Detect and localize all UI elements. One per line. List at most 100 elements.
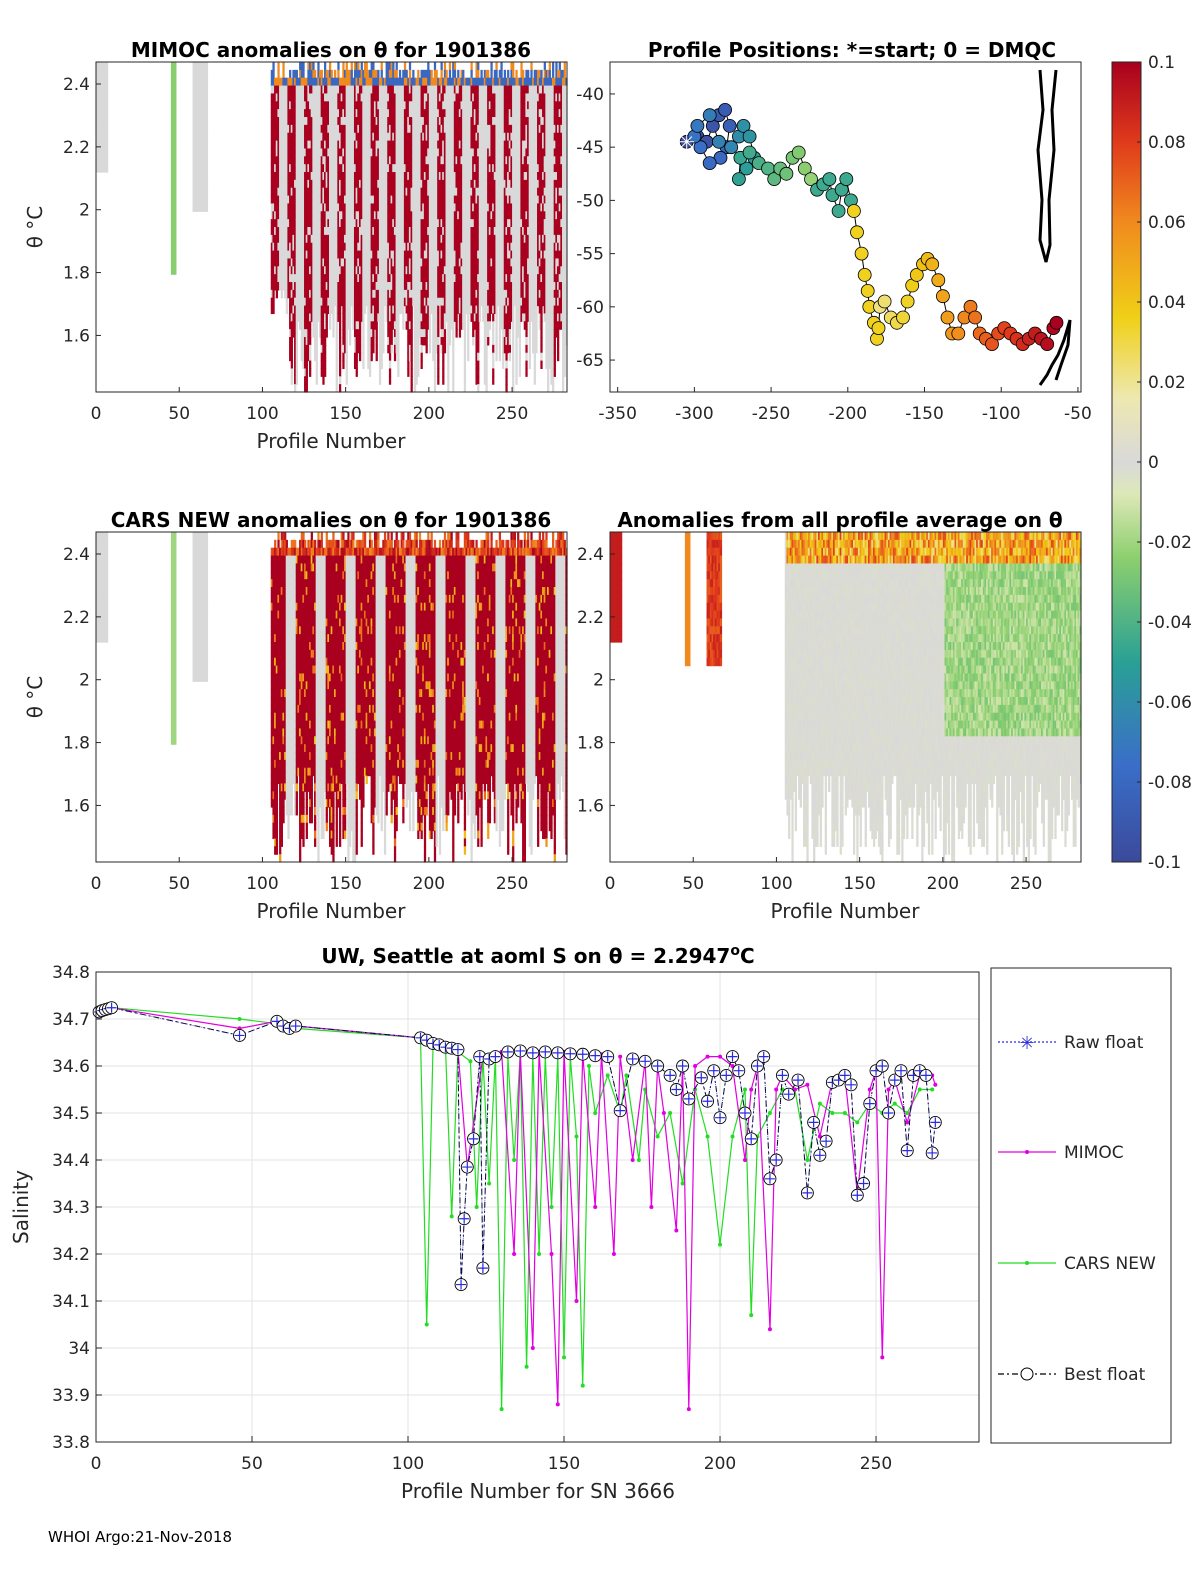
mimoc-heat-cell xyxy=(435,321,438,330)
mimoc-heat-cell xyxy=(480,69,483,79)
mimoc-heat-cell xyxy=(433,85,437,95)
mimoc-heat-cell xyxy=(284,179,287,189)
mimoc-heat-cell xyxy=(382,77,385,87)
mimoc-heat-cell xyxy=(300,132,303,142)
mimoc-heat-cell xyxy=(282,124,285,134)
mimoc-heat-cell xyxy=(280,195,283,205)
mimoc-heat-cell xyxy=(407,305,410,315)
mimoc-heat-cell xyxy=(435,117,438,126)
mimoc-heat-cell xyxy=(430,227,433,236)
mimoc-heat-cell xyxy=(452,344,455,354)
mimoc-heat-cell xyxy=(335,266,338,275)
mimoc-heat-cell xyxy=(332,85,335,95)
mimoc-heat-cell xyxy=(347,250,350,260)
mimoc-heat-cell xyxy=(350,234,353,244)
mimoc-heat-cell xyxy=(335,274,338,283)
mimoc-heat-cell xyxy=(194,172,197,181)
mimoc-heat-cell xyxy=(342,179,345,189)
mimoc-heat-cell xyxy=(289,93,292,102)
mimoc-heat-cell xyxy=(355,124,358,134)
mimoc-heat-cell xyxy=(322,297,325,307)
mimoc-heat-cell xyxy=(425,140,428,150)
mimoc-heat-cell xyxy=(284,242,287,252)
mimoc-heat-cell xyxy=(174,124,177,134)
mimoc-heat-cell xyxy=(377,258,380,267)
mimoc-heat-cell xyxy=(332,289,335,299)
mimoc-heat-cell xyxy=(300,219,303,228)
mimoc-heat-cell xyxy=(400,227,403,236)
mimoc-heat-cell xyxy=(443,321,447,330)
mimoc-heat-cell xyxy=(382,227,385,236)
mimoc-heat-cell xyxy=(365,179,368,189)
mimoc-heat-cell xyxy=(200,140,204,150)
mimoc-heat-cell xyxy=(377,77,380,87)
mimoc-heat-cell xyxy=(403,172,407,181)
mimoc-heat-cell xyxy=(405,297,408,307)
mimoc-heat-cell xyxy=(279,195,282,205)
mimoc-heat-cell xyxy=(435,219,438,228)
mimoc-heat-cell xyxy=(428,203,432,212)
mimoc-heat-cell xyxy=(335,297,338,307)
mimoc-heat-cell xyxy=(295,250,298,260)
mimoc-heat-cell xyxy=(385,274,388,283)
mimoc-heat-cell xyxy=(315,368,318,377)
mimoc-heat-cell xyxy=(408,289,412,299)
mimoc-heat-cell xyxy=(395,156,398,165)
mimoc-heat-cell xyxy=(307,156,310,165)
mimoc-heat-cell xyxy=(377,140,380,150)
mimoc-heat-cell xyxy=(295,266,298,275)
mimoc-heat-cell xyxy=(334,282,337,291)
mimoc-heat-cell xyxy=(375,337,378,346)
mimoc-heat-cell xyxy=(432,219,435,228)
mimoc-heat-cell xyxy=(295,203,298,212)
mimoc-heat-cell xyxy=(297,148,300,157)
mimoc-heat-cell xyxy=(335,305,338,315)
mimoc-heat-cell xyxy=(317,93,320,102)
mimoc-heat-cell xyxy=(377,313,380,322)
mimoc-heat-cell xyxy=(347,117,350,126)
mimoc-heat-cell xyxy=(170,62,174,71)
mimoc-heat-cell xyxy=(290,148,293,157)
mimoc-heat-cell xyxy=(329,85,332,95)
mimoc-heat-cell xyxy=(170,156,174,165)
mimoc-heat-cell xyxy=(367,195,370,205)
mimoc-heat-cell xyxy=(320,172,323,181)
mimoc-heat-cell xyxy=(353,93,357,102)
mimoc-heat-cell xyxy=(368,187,372,197)
mimoc-heat-cell xyxy=(372,297,375,307)
mimoc-heat-cell xyxy=(455,329,458,338)
mimoc-heat-cell xyxy=(375,164,378,173)
mimoc-heat-cell xyxy=(363,77,367,87)
mimoc-heat-cell xyxy=(420,140,423,150)
mimoc-heat-cell xyxy=(205,101,209,110)
mimoc-heat-cell xyxy=(360,179,363,189)
mimoc-heat-cell xyxy=(415,85,418,95)
mimoc-heat-cell xyxy=(448,337,452,346)
mimoc-heat-cell xyxy=(337,172,340,181)
mimoc-heat-cell xyxy=(358,352,362,362)
mimoc-heat-cell xyxy=(317,101,320,110)
mimoc-heat-cell xyxy=(200,172,204,181)
mimoc-heat-cell xyxy=(420,172,423,181)
mimoc-heat-cell xyxy=(172,266,175,275)
mimoc-heat-cell xyxy=(405,132,408,142)
mimoc-heat-cell xyxy=(430,117,433,126)
mimoc-heat-cell xyxy=(368,289,372,299)
mimoc-heat-cell xyxy=(299,266,302,275)
mimoc-heat-cell xyxy=(407,289,410,299)
mimoc-heat-cell xyxy=(382,124,385,134)
mimoc-heat-cell xyxy=(358,148,362,157)
mimoc-heat-cell xyxy=(412,85,415,95)
mimoc-heat-cell xyxy=(340,172,343,181)
mimoc-heat-cell xyxy=(387,242,390,252)
mimoc-heat-cell xyxy=(327,219,330,228)
mimoc-heat-cell xyxy=(334,156,337,165)
mimoc-heat-cell xyxy=(292,234,295,244)
mimoc-heat-cell xyxy=(408,282,412,291)
mimoc-heat-cell xyxy=(317,297,320,307)
mimoc-heat-cell xyxy=(423,164,427,173)
mimoc-heat-cell xyxy=(342,195,345,205)
mimoc-heat-cell xyxy=(373,172,377,181)
mimoc-heat-cell xyxy=(437,227,440,236)
mimoc-heat-cell xyxy=(420,344,423,354)
